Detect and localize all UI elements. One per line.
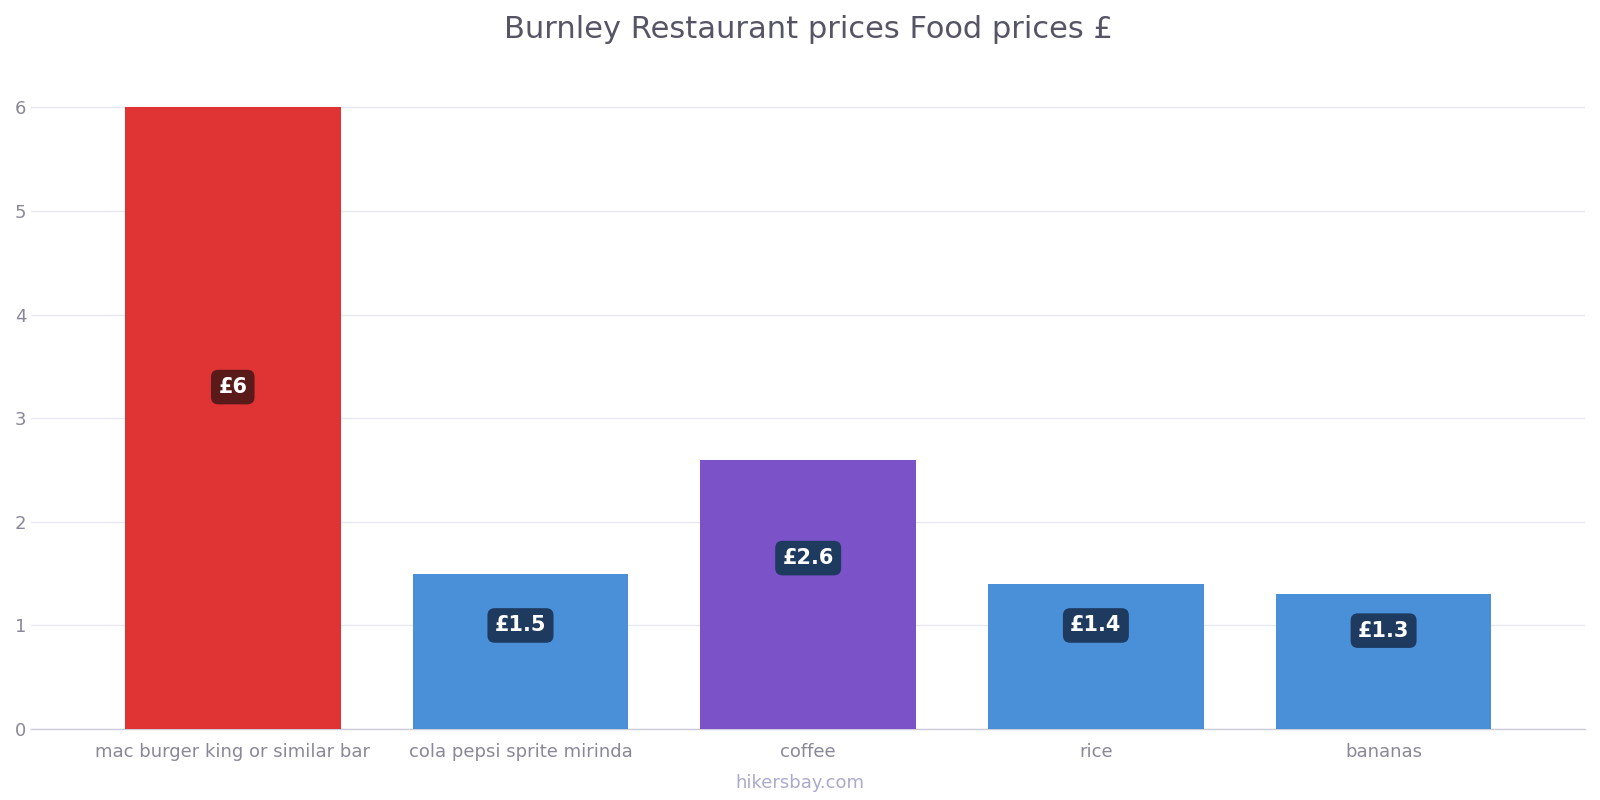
Text: hikersbay.com: hikersbay.com — [736, 774, 864, 792]
Text: £2.6: £2.6 — [782, 548, 834, 568]
Bar — [125, 107, 341, 729]
Bar — [1275, 594, 1491, 729]
Title: Burnley Restaurant prices Food prices £: Burnley Restaurant prices Food prices £ — [504, 15, 1112, 44]
Text: £1.4: £1.4 — [1070, 615, 1122, 635]
Text: £1.3: £1.3 — [1358, 621, 1410, 641]
Bar — [701, 460, 917, 729]
Text: £6: £6 — [218, 377, 248, 397]
Text: £1.5: £1.5 — [494, 615, 546, 635]
Bar — [987, 584, 1203, 729]
Bar — [413, 574, 629, 729]
